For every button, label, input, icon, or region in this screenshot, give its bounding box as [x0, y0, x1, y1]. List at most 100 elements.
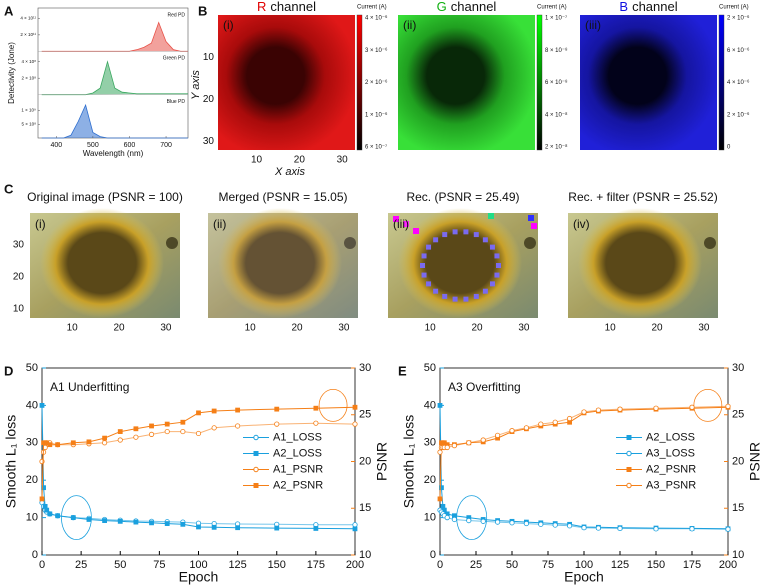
- marker: [44, 507, 50, 513]
- marker: [451, 516, 457, 523]
- panel-label: E: [398, 363, 407, 378]
- legend-marker: [253, 434, 259, 441]
- reconstruction-artifact: [473, 293, 479, 299]
- colorbar-tick-label: 8 × 10⁻⁸: [545, 47, 568, 54]
- x-tick-label: 20: [294, 155, 306, 166]
- dark-spot: [344, 237, 356, 249]
- x-tick-label: 10: [251, 155, 263, 166]
- y-tick-label: 10: [203, 52, 215, 63]
- panel-label: C: [4, 181, 14, 196]
- marker: [466, 440, 472, 446]
- reconstruction-artifact: [420, 263, 425, 268]
- x-tick-label: 700: [160, 142, 172, 149]
- legend-marker: [253, 483, 259, 488]
- legend-label: A2_PSNR: [273, 479, 323, 491]
- photo-title: Merged (PSNR = 15.05): [218, 190, 347, 204]
- y-tick-label: 30: [26, 437, 38, 449]
- channel-word: channel: [270, 0, 316, 14]
- photo-label: (ii): [213, 217, 226, 231]
- y-tick-label: 40: [424, 399, 436, 411]
- marker: [437, 402, 443, 408]
- y-tick-label: 50: [424, 362, 436, 374]
- colorbar: [718, 14, 725, 151]
- heatmap-image: [580, 15, 717, 150]
- reconstruction-artifact: [494, 272, 500, 278]
- marker: [444, 514, 450, 521]
- y2-tick-label: 10: [359, 549, 371, 561]
- y-axis-label: Smooth L₁ loss: [401, 415, 417, 508]
- reconstruction-artifact: [489, 244, 495, 250]
- marker: [102, 440, 108, 446]
- marker: [480, 518, 486, 524]
- x-axis-label: Wavelength (nm): [83, 149, 144, 158]
- colorbar-tick-label: 1 × 10⁻⁷: [545, 15, 567, 22]
- colorbar-tick-label: 1 × 10⁻⁶: [365, 111, 388, 118]
- x-tick-label: 30: [338, 323, 350, 334]
- marker: [86, 517, 92, 522]
- dark-spot: [704, 237, 716, 249]
- legend-marker: [626, 482, 632, 489]
- color-noise: [208, 213, 358, 318]
- marker: [164, 428, 170, 435]
- x-tick-label: 50: [114, 559, 126, 571]
- marker: [117, 437, 123, 443]
- marker: [352, 404, 358, 410]
- x-tick-label: 0: [437, 559, 443, 571]
- marker: [149, 423, 154, 429]
- marker: [211, 425, 217, 431]
- y2-tick-label: 15: [732, 502, 744, 514]
- x-tick-label: 20: [114, 323, 126, 334]
- y-tick-label: 50: [26, 362, 38, 374]
- legend-label: A2_LOSS: [273, 447, 322, 459]
- marker: [352, 526, 358, 532]
- y2-tick-label: 25: [359, 409, 371, 421]
- reconstruction-artifact: [426, 244, 432, 250]
- colorbar-tick-label: 3 × 10⁻⁶: [365, 47, 388, 54]
- x-tick-label: 30: [337, 155, 349, 166]
- reconstruction-artifact: [463, 229, 469, 235]
- marker: [180, 419, 186, 425]
- sunflower: [398, 208, 522, 318]
- legend-label: A3_LOSS: [646, 447, 695, 459]
- y-tick-label: 40: [26, 399, 38, 411]
- marker: [149, 520, 154, 526]
- x-tick-label: 25: [470, 559, 482, 571]
- channel-word: channel: [632, 0, 678, 14]
- x-tick-label: 20: [292, 323, 304, 334]
- colorbar: [536, 14, 543, 151]
- marker: [509, 428, 515, 434]
- marker: [133, 519, 139, 525]
- colorbar-tick-label: 2 × 10⁻⁶: [727, 15, 750, 22]
- photo-title: Rec. (PSNR = 25.49): [406, 190, 519, 204]
- colorbar-tick-label: 6 × 10⁻⁶: [727, 47, 750, 54]
- reconstruction-artifact: [421, 253, 427, 259]
- reconstruction-artifact: [426, 281, 432, 287]
- reconstruction-artifact: [442, 293, 448, 299]
- x-tick-label: 25: [75, 559, 87, 571]
- reconstruction-artifact: [482, 237, 488, 243]
- x-tick-label: 10: [425, 323, 437, 334]
- reconstruction-artifact: [489, 281, 495, 287]
- marker: [274, 406, 280, 412]
- marker: [148, 431, 155, 437]
- reconstruction-artifact: [452, 296, 458, 302]
- y-tick-label: 30: [424, 437, 436, 449]
- x-tick-label: 20: [472, 323, 484, 334]
- x-tick-label: 50: [506, 559, 518, 571]
- series-label: Red PD: [167, 12, 185, 18]
- colorbar-title: Current (A): [537, 5, 567, 11]
- colorbar-tick-label: 6 × 10⁻⁷: [365, 144, 387, 151]
- x-tick-label: 150: [268, 559, 286, 571]
- marker: [47, 511, 53, 517]
- x-tick-label: 400: [50, 142, 62, 149]
- y-tick-label: 0: [32, 549, 38, 561]
- panel-label: D: [4, 363, 13, 378]
- series-label: Blue PD: [167, 99, 186, 105]
- channel-letter: R: [257, 0, 266, 14]
- marker: [552, 522, 558, 528]
- marker: [653, 405, 659, 411]
- marker: [274, 421, 280, 427]
- x-tick-label: 10: [245, 323, 257, 334]
- marker: [689, 404, 695, 410]
